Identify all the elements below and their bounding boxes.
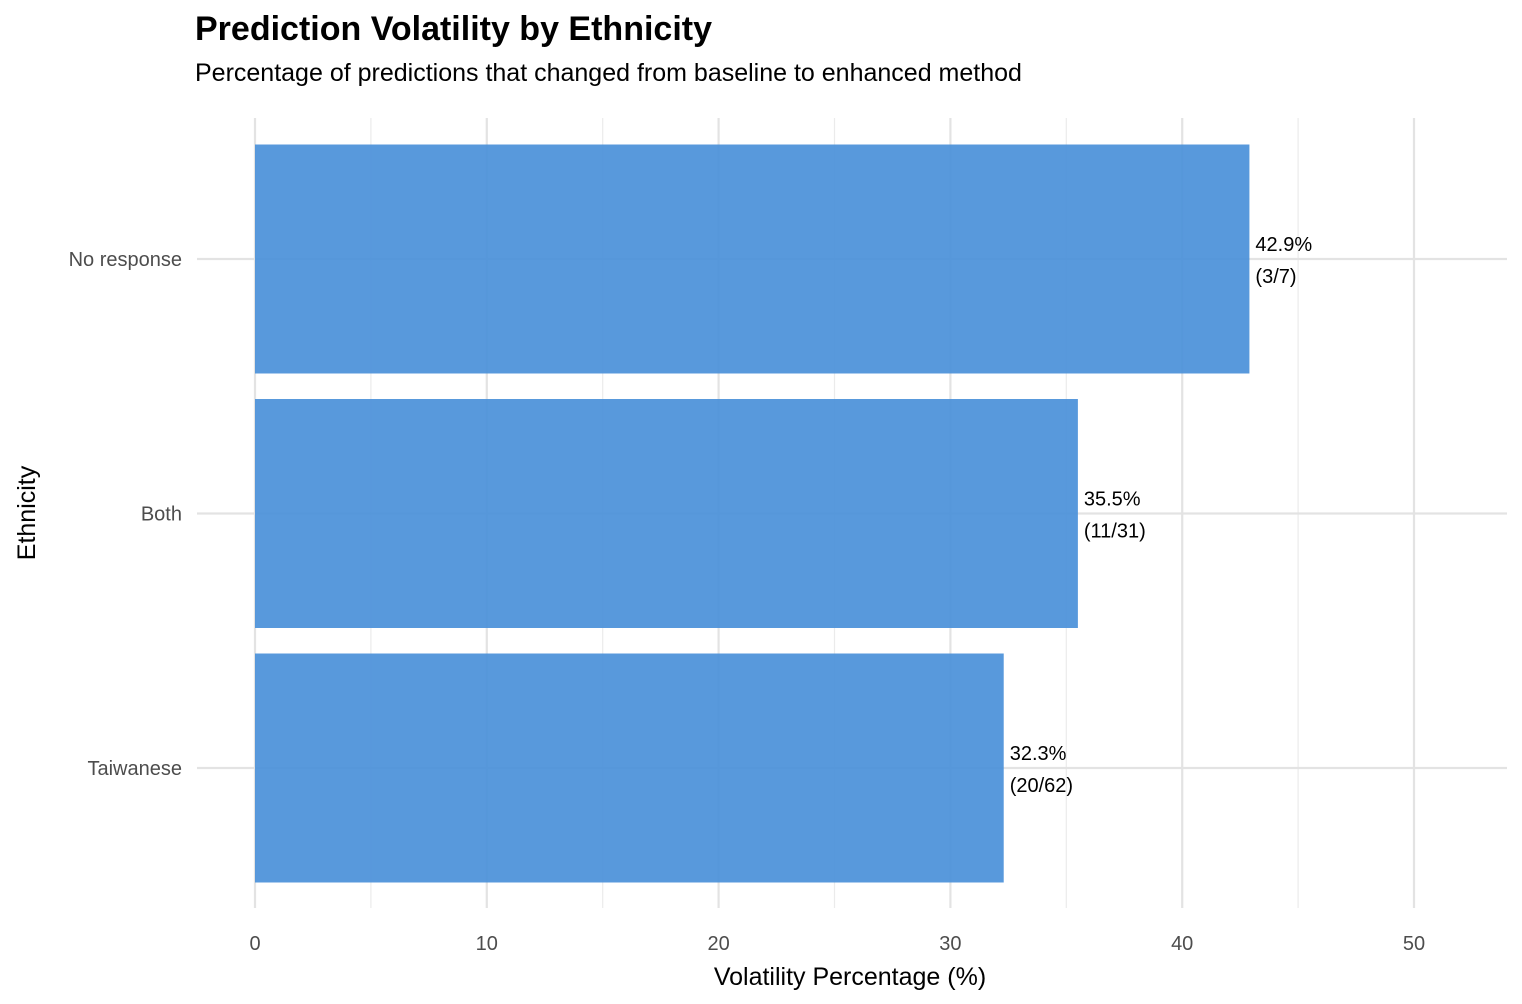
chart-subtitle: Percentage of predictions that changed f… xyxy=(195,59,1022,87)
chart-title: Prediction Volatility by Ethnicity xyxy=(195,10,713,48)
y-tick-label: Both xyxy=(141,504,182,526)
x-tick-label: 50 xyxy=(1403,933,1425,955)
x-tick-label: 10 xyxy=(476,933,498,955)
y-tick-label: Taiwanese xyxy=(87,758,182,780)
x-tick-label: 0 xyxy=(249,933,260,955)
bar xyxy=(255,653,1004,883)
bar-value-label: (20/62) xyxy=(1010,775,1073,797)
x-tick-label: 20 xyxy=(707,933,729,955)
bars xyxy=(255,144,1250,883)
y-axis-title: Ethnicity xyxy=(13,465,41,560)
bar-value-label: 32.3% xyxy=(1010,743,1067,765)
x-axis-title: Volatility Percentage (%) xyxy=(714,963,986,991)
bar-labels: 42.9% (3/7) 35.5% (11/31) 32.3% (20/62) xyxy=(1010,234,1313,797)
bar xyxy=(255,144,1250,374)
bar-value-label: (11/31) xyxy=(1084,521,1146,543)
x-axis-ticks: 0 10 20 30 40 50 xyxy=(249,933,1425,955)
bar-value-label: (3/7) xyxy=(1255,266,1296,288)
y-axis-ticks: No response Both Taiwanese xyxy=(69,249,182,780)
bar-value-label: 35.5% xyxy=(1084,489,1141,511)
x-tick-label: 30 xyxy=(939,933,961,955)
y-tick-label: No response xyxy=(69,249,182,271)
bar xyxy=(255,399,1078,628)
x-tick-label: 40 xyxy=(1171,933,1193,955)
bar-value-label: 42.9% xyxy=(1255,234,1312,256)
